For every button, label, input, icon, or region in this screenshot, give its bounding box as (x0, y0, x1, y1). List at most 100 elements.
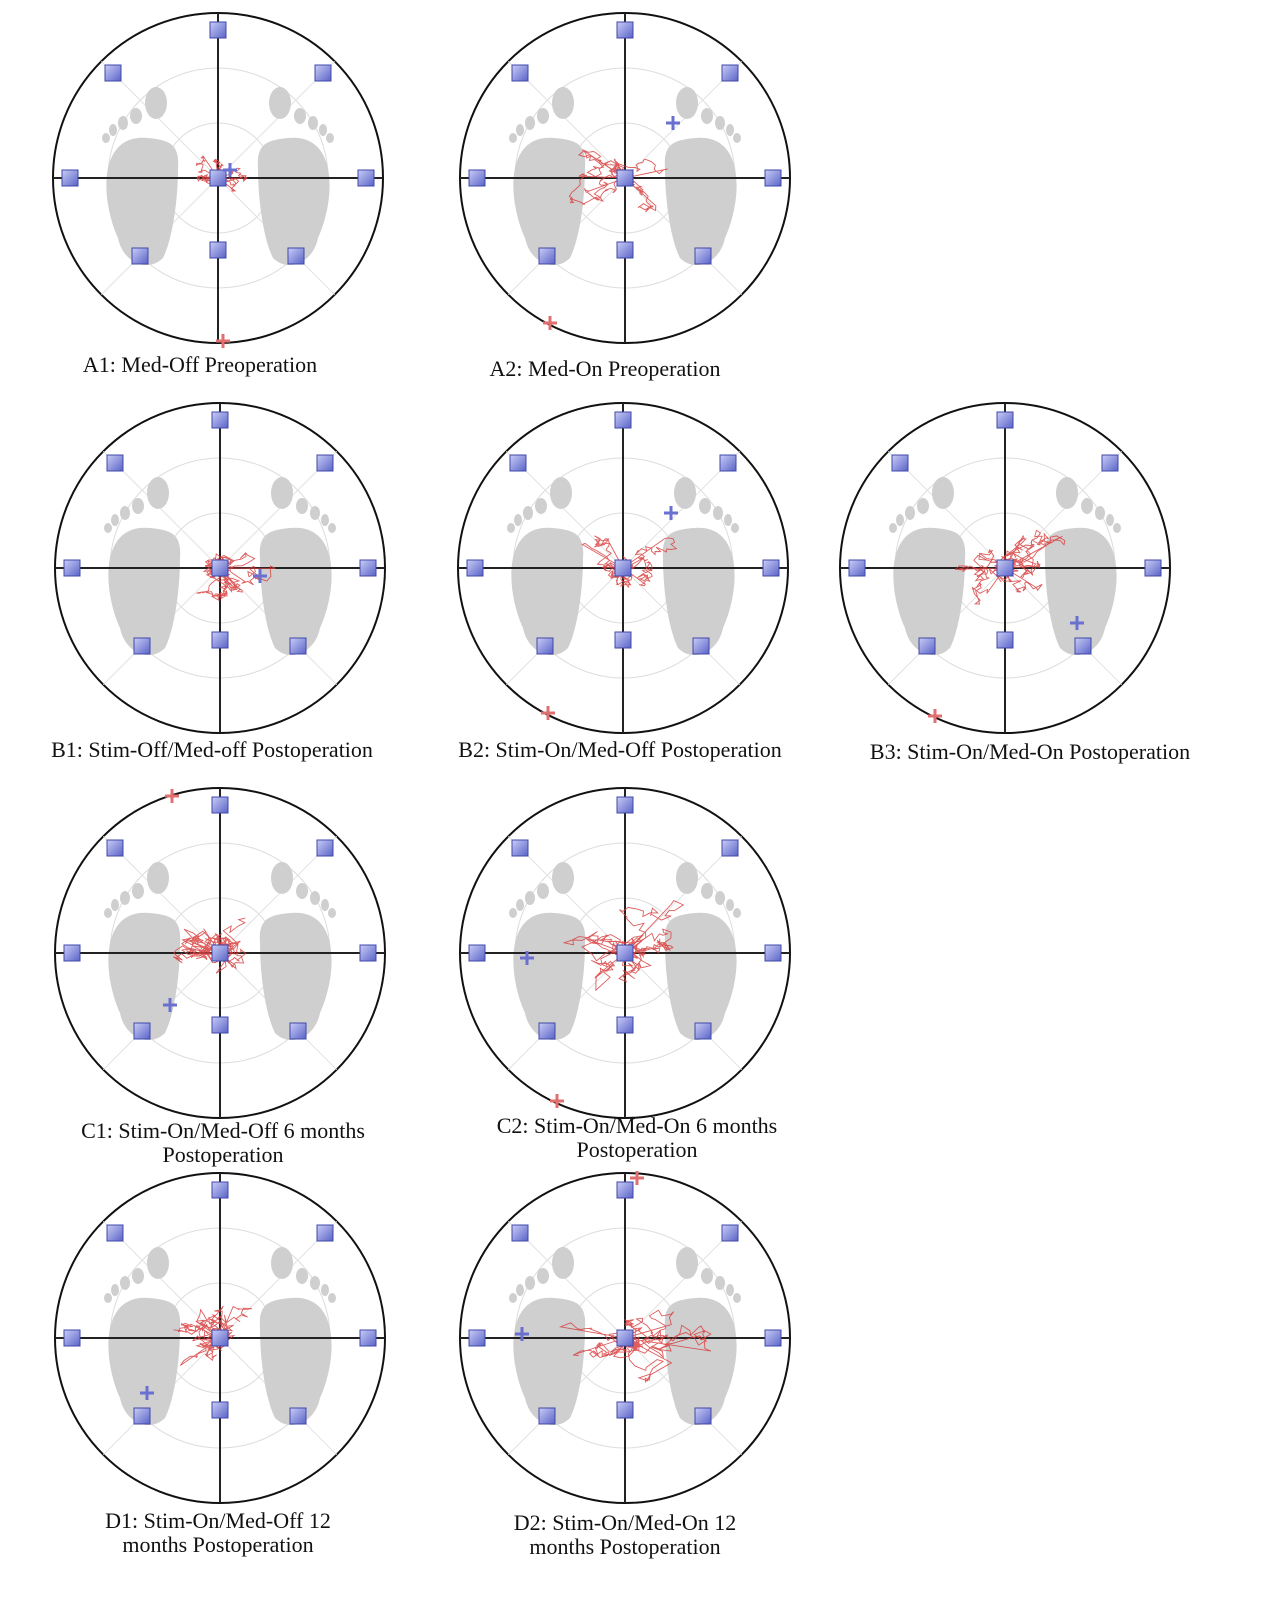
target-square (617, 170, 633, 186)
target-square (763, 560, 779, 576)
foot-toe (733, 908, 741, 918)
target-square (315, 65, 331, 81)
foot-toe (130, 108, 142, 124)
target-square (317, 455, 333, 471)
target-square (537, 638, 553, 654)
foot-toe (537, 1268, 549, 1284)
target-square (892, 455, 908, 471)
foot-toe (699, 498, 711, 514)
posturography-panel (460, 1171, 790, 1503)
target-square (212, 412, 228, 428)
foot-toe (509, 133, 517, 143)
target-square (288, 248, 304, 264)
posturography-panel (840, 403, 1170, 733)
target-square (134, 1023, 150, 1039)
foot-toe (726, 124, 734, 136)
target-square (210, 242, 226, 258)
posturography-panel (458, 403, 788, 733)
foot-toe (120, 1276, 130, 1290)
target-square (212, 945, 228, 961)
target-square (212, 797, 228, 813)
foot-toe (676, 862, 698, 894)
panel-caption: D2: Stim-On/Med-On 12 (514, 1510, 736, 1535)
foot-toe (111, 1284, 119, 1296)
foot-toe (733, 1293, 741, 1303)
target-square (358, 170, 374, 186)
target-square (212, 560, 228, 576)
target-square (617, 1017, 633, 1033)
foot-toe (674, 477, 696, 509)
foot-toe (932, 477, 954, 509)
target-square (510, 455, 526, 471)
target-square (290, 638, 306, 654)
target-square (360, 1330, 376, 1346)
target-square (469, 1330, 485, 1346)
panel-caption: C1: Stim-On/Med-Off 6 months (81, 1118, 365, 1143)
target-square (512, 840, 528, 856)
target-square (695, 1023, 711, 1039)
target-square (210, 170, 226, 186)
foot-toe (147, 477, 169, 509)
target-square (997, 412, 1013, 428)
foot-toe (132, 1268, 144, 1284)
target-square (132, 248, 148, 264)
foot-toe (525, 1276, 535, 1290)
foot-toe (726, 899, 734, 911)
foot-toe (1056, 477, 1078, 509)
target-square (615, 560, 631, 576)
foot-toe (321, 1284, 329, 1296)
target-square (617, 22, 633, 38)
foot-toe (715, 891, 725, 905)
target-square (512, 1225, 528, 1241)
target-square (64, 560, 80, 576)
foot-toe (321, 899, 329, 911)
foot-toe (1095, 506, 1105, 520)
foot-toe (715, 1276, 725, 1290)
target-square (105, 65, 121, 81)
foot-toe (552, 87, 574, 119)
foot-toe (1113, 523, 1121, 533)
target-square (765, 170, 781, 186)
foot-toe (523, 506, 533, 520)
foot-toe (328, 1293, 336, 1303)
target-square (212, 1182, 228, 1198)
foot-toe (132, 498, 144, 514)
posturography-panel (55, 788, 385, 1118)
target-square (469, 170, 485, 186)
foot-toe (109, 124, 117, 136)
panel-caption: Postoperation (163, 1142, 284, 1167)
target-square (1145, 560, 1161, 576)
foot-toe (509, 1293, 517, 1303)
foot-toe (271, 1247, 293, 1279)
foot-toe (724, 514, 732, 526)
posturography-panel (460, 13, 790, 343)
foot-toe (296, 1268, 308, 1284)
target-square (695, 248, 711, 264)
panel-caption: B2: Stim-On/Med-Off Postoperation (458, 737, 781, 762)
panel-caption: Postoperation (577, 1137, 698, 1162)
foot-toe (525, 891, 535, 905)
foot-toe (889, 523, 897, 533)
target-square (212, 632, 228, 648)
foot-toe (104, 908, 112, 918)
foot-toe (321, 514, 329, 526)
panel-caption: B3: Stim-On/Med-On Postoperation (870, 739, 1190, 764)
foot-toe (905, 506, 915, 520)
foot-toe (118, 116, 128, 130)
foot-toe (525, 116, 535, 130)
foot-toe (111, 899, 119, 911)
foot-toe (310, 506, 320, 520)
foot-toe (731, 523, 739, 533)
foot-toe (328, 908, 336, 918)
target-square (720, 455, 736, 471)
target-square (617, 1182, 633, 1198)
foot-toe (147, 862, 169, 894)
foot-toe (269, 87, 291, 119)
foot-toe (896, 514, 904, 526)
foot-toe (111, 514, 119, 526)
foot-toe (713, 506, 723, 520)
foot-toe (145, 87, 167, 119)
target-square (360, 945, 376, 961)
target-square (539, 1408, 555, 1424)
panel-caption: B1: Stim-Off/Med-off Postoperation (51, 737, 373, 762)
